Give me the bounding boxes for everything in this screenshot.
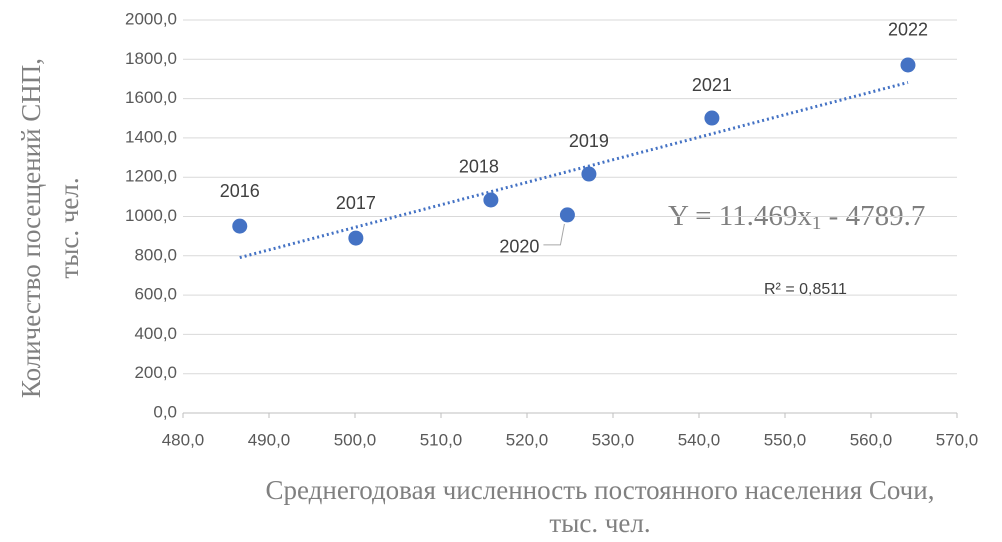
point	[704, 110, 720, 126]
equation: Y = 11.469x1 - 4789.7	[668, 200, 925, 235]
point	[900, 57, 916, 73]
y-tick-label: 1800,0	[125, 49, 177, 68]
point-label: 2018	[459, 157, 499, 177]
equation-sub: 1	[812, 213, 822, 234]
x-tick-label: 540,0	[678, 430, 721, 449]
point	[232, 218, 248, 234]
y-tick-label: 800,0	[134, 245, 177, 264]
equation-rest: - 4789.7	[821, 200, 925, 232]
r-squared: R² = 0,8511	[764, 281, 847, 298]
y-tick-label: 400,0	[134, 324, 177, 343]
leader-line	[543, 223, 565, 246]
y-tick-label: 1200,0	[125, 167, 177, 186]
y-axis-title: тыс. чел.	[54, 177, 84, 278]
y-axis-title: Количество посещений СНП,	[16, 58, 46, 398]
y-tick-label: 1000,0	[125, 206, 177, 225]
equation-main: Y = 11.469x	[668, 200, 812, 232]
x-tick-label: 550,0	[764, 430, 807, 449]
trendline	[239, 80, 909, 259]
point-label: 2019	[569, 131, 609, 151]
x-tick-label: 530,0	[592, 430, 635, 449]
point	[483, 192, 499, 208]
point-label: 2020	[499, 237, 539, 257]
y-tick-label: 200,0	[134, 363, 177, 382]
x-tick-label: 490,0	[248, 430, 291, 449]
y-tick-label: 1400,0	[125, 127, 177, 146]
point-label: 2016	[220, 181, 260, 201]
x-tick-label: 570,0	[936, 430, 979, 449]
point	[581, 166, 597, 182]
point	[348, 230, 364, 246]
point-label: 2021	[692, 75, 732, 95]
x-axis-title: тыс. чел.	[549, 508, 650, 538]
x-tick-label: 480,0	[162, 430, 205, 449]
y-tick-label: 600,0	[134, 285, 177, 304]
y-tick-label: 2000,0	[125, 9, 177, 28]
y-tick-label: 1600,0	[125, 88, 177, 107]
x-tick-label: 520,0	[506, 430, 549, 449]
x-tick-label: 500,0	[334, 430, 377, 449]
point-label: 2017	[336, 193, 376, 213]
point	[559, 207, 575, 223]
x-axis-title: Среднегодовая численность постоянного на…	[266, 475, 935, 505]
x-tick-label: 510,0	[420, 430, 463, 449]
point-label: 2022	[888, 20, 928, 40]
x-tick-label: 560,0	[850, 430, 893, 449]
y-tick-label: 0,0	[153, 402, 177, 421]
